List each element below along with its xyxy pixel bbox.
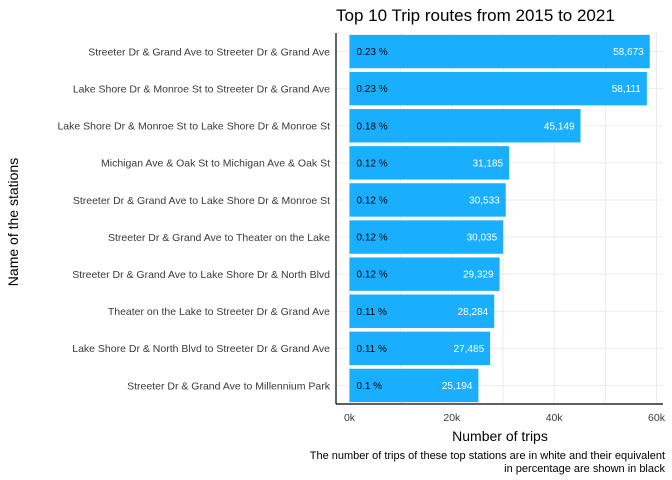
bar	[349, 331, 491, 366]
bar	[349, 146, 510, 180]
bar-count-label: 28,284	[458, 307, 489, 318]
bar-percent-label: 0.23 %	[357, 47, 388, 58]
x-tick-label: 20k	[443, 412, 461, 424]
bar-count-label: 45,149	[544, 121, 575, 132]
bar-count-label: 58,111	[612, 84, 642, 95]
bar-percent-label: 0.12 %	[357, 158, 388, 169]
category-label: Streeter Dr & Grand Ave to Millennium Pa…	[127, 380, 331, 392]
category-label: Lake Shore Dr & Monroe St to Lake Shore …	[57, 121, 330, 133]
x-axis-title: Number of trips	[452, 428, 548, 444]
caption-line-1: The number of trips of these top station…	[310, 450, 665, 462]
bar-count-label: 25,194	[442, 381, 473, 392]
bar-count-label: 30,035	[467, 233, 498, 244]
bars-layer: 58,673 0.23 % 58,111 0.23 % 45,149 0.18 % 31,1…	[349, 34, 650, 403]
bar-percent-label: 0.11 %	[357, 307, 387, 318]
bar-percent-label: 0.23 %	[357, 84, 388, 95]
bar	[349, 71, 647, 106]
x-tick-label: 0k	[344, 412, 356, 424]
bar-percent-label: 0.12 %	[357, 233, 388, 244]
bar	[349, 183, 506, 217]
chart-title: Top 10 Trip routes from 2015 to 2021	[336, 6, 615, 25]
category-label: Streeter Dr & Grand Ave to Lake Shore Dr…	[72, 269, 330, 281]
bar-percent-label: 0.12 %	[357, 270, 388, 281]
category-labels: Streeter Dr & Grand Ave to Streeter Dr &…	[57, 46, 330, 392]
category-label: Lake Shore Dr & Monroe St to Streeter Dr…	[73, 83, 330, 95]
bar-count-label: 30,533	[469, 195, 500, 206]
bar-count-label: 27,485	[454, 344, 485, 355]
bar	[349, 34, 650, 69]
bar	[349, 109, 581, 143]
category-label: Michigan Ave & Oak St to Michigan Ave & …	[101, 158, 330, 170]
category-label: Lake Shore Dr & North Blvd to Streeter D…	[72, 343, 330, 355]
x-tick-label: 40k	[546, 412, 564, 424]
category-label: Streeter Dr & Grand Ave to Lake Shore Dr…	[73, 195, 330, 207]
bar-percent-label: 0.18 %	[357, 121, 388, 132]
bar-percent-label: 0.1 %	[357, 381, 383, 392]
category-label: Theater on the Lake to Streeter Dr & Gra…	[108, 306, 330, 318]
bar	[349, 368, 479, 403]
caption-line-2: in percentage are shown in black	[504, 463, 665, 475]
bar-count-label: 31,185	[472, 158, 503, 169]
x-tick-labels: 0k 20k 40k 60k	[344, 412, 666, 424]
bar-percent-label: 0.12 %	[357, 195, 388, 206]
category-label: Streeter Dr & Grand Ave to Streeter Dr &…	[88, 46, 330, 58]
bar-percent-label: 0.11 %	[357, 344, 387, 355]
bar-count-label: 58,673	[613, 47, 644, 58]
bar	[349, 220, 504, 254]
bar	[349, 294, 495, 328]
category-label: Streeter Dr & Grand Ave to Theater on th…	[108, 232, 330, 244]
y-axis-title: Name of the stations	[5, 158, 21, 286]
bar-count-label: 29,329	[463, 270, 494, 281]
x-tick-label: 60k	[648, 412, 666, 424]
bar	[349, 257, 500, 291]
